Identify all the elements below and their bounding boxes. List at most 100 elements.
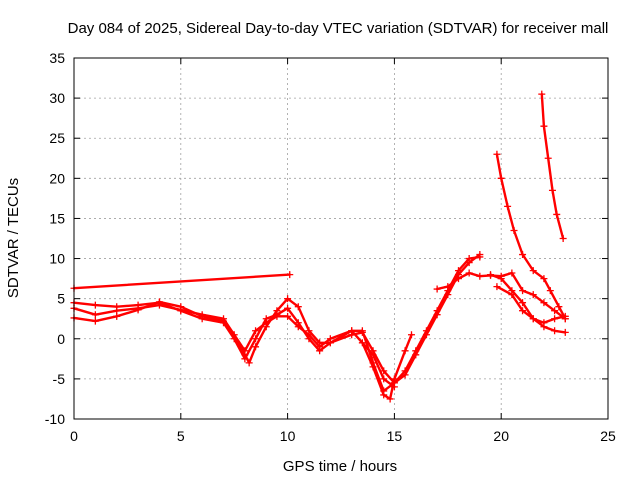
- data-point-marker: [358, 339, 366, 347]
- y-tick-label: -10: [45, 411, 65, 427]
- data-point-marker: [508, 269, 516, 277]
- data-point-marker: [369, 351, 377, 359]
- data-point-marker: [316, 343, 324, 351]
- data-point-marker: [510, 226, 518, 234]
- x-axis-label: GPS time / hours: [283, 458, 397, 475]
- data-point-marker: [380, 375, 388, 383]
- data-point-marker: [401, 367, 409, 375]
- x-tick-label: 0: [70, 428, 78, 444]
- data-point-marker: [544, 154, 552, 162]
- series-track: [495, 153, 567, 320]
- data-point-marker: [454, 267, 462, 275]
- data-point-marker: [91, 317, 99, 325]
- y-tick-label: 0: [57, 331, 65, 347]
- data-point-marker: [252, 327, 260, 335]
- data-point-marker: [305, 331, 313, 339]
- data-point-marker: [493, 283, 501, 291]
- data-point-marker: [220, 315, 228, 323]
- series-track: [540, 92, 565, 240]
- data-point-marker: [504, 202, 512, 210]
- y-tick-label: 35: [49, 50, 65, 66]
- data-point-marker: [540, 122, 548, 130]
- data-point-marker: [529, 315, 537, 323]
- data-point-marker: [198, 311, 206, 319]
- data-point-marker: [519, 307, 527, 315]
- series-track-D: [358, 331, 415, 403]
- axis-ticks: 0 5 10 15 20 25 -10 -5 0 5 10 15 20 25 30 35: [45, 50, 616, 444]
- data-point-marker: [487, 271, 495, 279]
- data-point-marker: [551, 315, 559, 323]
- series-track: [72, 253, 481, 385]
- x-tick-label: 5: [177, 428, 185, 444]
- data-point-marker: [497, 275, 505, 283]
- y-tick-label: 15: [49, 210, 65, 226]
- data-point-marker: [386, 395, 394, 403]
- data-point-marker: [519, 287, 527, 295]
- data-point-marker: [241, 355, 249, 363]
- series-track: [72, 303, 396, 389]
- data-point-marker: [444, 283, 452, 291]
- data-point-marker: [390, 375, 398, 383]
- data-point-marker: [284, 312, 292, 320]
- y-tick-label: 30: [49, 90, 65, 106]
- data-point-marker: [433, 307, 441, 315]
- data-point-marker: [561, 328, 569, 336]
- data-point-marker: [91, 301, 99, 309]
- data-point-marker: [551, 327, 559, 335]
- series-track-H: [493, 150, 569, 323]
- series-track-C: [70, 301, 398, 391]
- data-point-marker: [412, 347, 420, 355]
- data-point-marker: [380, 391, 388, 399]
- data-point-marker: [465, 269, 473, 277]
- series-track: [72, 273, 291, 290]
- x-tick-label: 15: [387, 428, 403, 444]
- data-point-marker: [252, 343, 260, 351]
- data-point-marker: [529, 267, 537, 275]
- data-point-marker: [553, 210, 561, 218]
- y-tick-label: 10: [49, 251, 65, 267]
- data-point-marker: [91, 311, 99, 319]
- grid-lines: [74, 58, 608, 419]
- data-point-marker: [113, 307, 121, 315]
- data-point-marker: [493, 150, 501, 158]
- data-point-marker: [326, 335, 334, 343]
- data-point-marker: [497, 174, 505, 182]
- data-point-marker: [548, 186, 556, 194]
- data-point-marker: [358, 327, 366, 335]
- data-point-marker: [454, 275, 462, 283]
- data-point-marker: [555, 303, 563, 311]
- data-point-marker: [245, 359, 253, 367]
- y-tick-label: 20: [49, 170, 65, 186]
- plot-frame: [73, 57, 609, 420]
- data-point-marker: [538, 90, 546, 98]
- data-series: [70, 90, 569, 403]
- data-point-marker: [177, 306, 185, 314]
- data-point-marker: [369, 363, 377, 371]
- data-point-marker: [559, 235, 567, 242]
- y-tick-label: 5: [57, 291, 65, 307]
- data-point-marker: [561, 315, 569, 323]
- data-point-marker: [155, 301, 163, 309]
- x-tick-label: 25: [600, 428, 616, 444]
- series-track: [72, 255, 481, 393]
- data-point-marker: [273, 312, 281, 320]
- data-point-marker: [465, 255, 473, 263]
- data-point-marker: [348, 327, 356, 335]
- series-track: [489, 273, 567, 334]
- data-point-marker: [540, 299, 548, 307]
- x-tick-label: 20: [493, 428, 509, 444]
- data-point-marker: [134, 304, 142, 312]
- data-point-marker: [294, 303, 302, 311]
- data-point-marker: [284, 295, 292, 303]
- data-point-marker: [540, 275, 548, 283]
- data-point-marker: [476, 272, 484, 280]
- y-tick-label: -5: [53, 371, 66, 387]
- data-point-marker: [241, 347, 249, 355]
- data-point-marker: [252, 335, 260, 343]
- chart-title: Day 084 of 2025, Sidereal Day-to-day VTE…: [68, 20, 609, 37]
- data-point-marker: [407, 331, 415, 339]
- data-point-marker: [546, 287, 554, 295]
- data-point-marker: [401, 347, 409, 355]
- data-point-marker: [551, 307, 559, 315]
